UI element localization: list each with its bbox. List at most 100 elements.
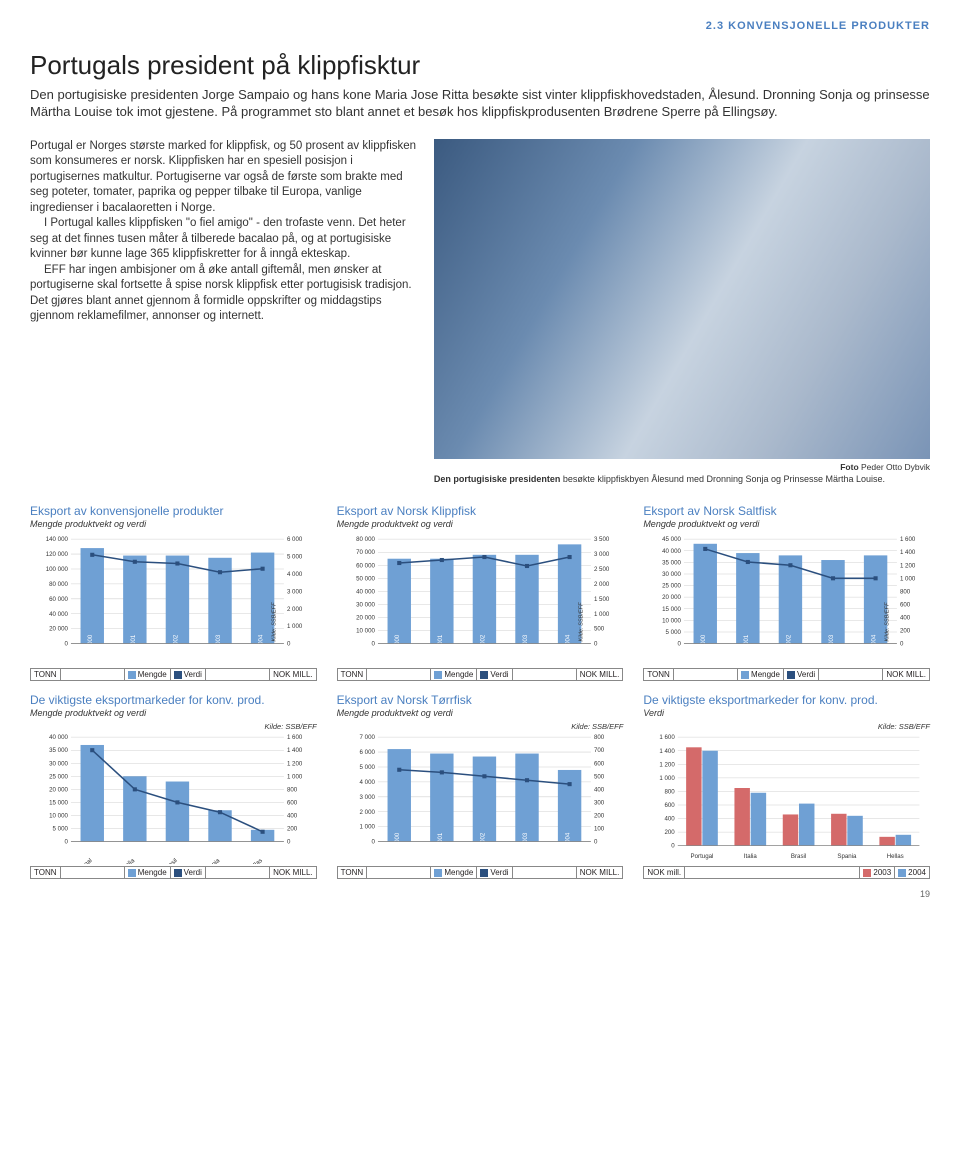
svg-text:6 000: 6 000	[359, 749, 375, 756]
svg-text:10 000: 10 000	[356, 627, 375, 634]
svg-text:2002: 2002	[479, 832, 486, 846]
svg-text:400: 400	[900, 614, 911, 621]
svg-text:300: 300	[594, 799, 605, 806]
svg-text:120 000: 120 000	[46, 551, 69, 558]
svg-text:2 000: 2 000	[359, 809, 375, 816]
svg-text:1 600: 1 600	[900, 536, 916, 543]
photo-caption: Den portugisiske presidenten besøkte kli…	[434, 474, 930, 484]
svg-text:2001: 2001	[743, 634, 750, 648]
svg-text:Italia: Italia	[122, 857, 137, 864]
chart-legend: NOK mill. 2003 2004	[643, 866, 930, 879]
svg-text:1 600: 1 600	[660, 734, 676, 741]
svg-text:200: 200	[665, 829, 676, 836]
svg-text:600: 600	[900, 601, 911, 608]
svg-text:2000: 2000	[394, 832, 401, 846]
svg-text:Kilde: SSB/EFF: Kilde: SSB/EFF	[578, 602, 584, 642]
svg-text:20 000: 20 000	[49, 786, 68, 793]
svg-text:45 000: 45 000	[662, 536, 681, 543]
svg-text:1 000: 1 000	[287, 623, 303, 630]
svg-text:60 000: 60 000	[49, 596, 68, 603]
svg-text:Kilde: SSB/EFF: Kilde: SSB/EFF	[885, 602, 891, 642]
svg-text:200: 200	[287, 825, 298, 832]
svg-text:30 000: 30 000	[49, 760, 68, 767]
photo-credit: Foto Peder Otto Dybvik	[434, 462, 930, 472]
charts-grid: Eksport av konvensjonelle produkterMengd…	[30, 504, 930, 879]
chart-title: Eksport av Norsk Tørrfisk	[337, 693, 624, 707]
svg-text:700: 700	[594, 747, 605, 754]
svg-text:Hellas: Hellas	[887, 853, 904, 860]
svg-text:25 000: 25 000	[662, 582, 681, 589]
chart-legend: TONN Mengde Verdi NOK MILL.	[337, 866, 624, 879]
svg-text:10 000: 10 000	[662, 617, 681, 624]
page-title: Portugals president på klippfisktur	[30, 50, 930, 81]
svg-text:1 600: 1 600	[287, 734, 303, 741]
svg-text:2002: 2002	[172, 634, 179, 648]
svg-text:500: 500	[594, 625, 605, 632]
svg-text:2004: 2004	[258, 634, 265, 648]
svg-text:800: 800	[900, 588, 911, 595]
svg-text:5 000: 5 000	[287, 553, 303, 560]
svg-text:2003: 2003	[215, 634, 222, 648]
svg-text:15 000: 15 000	[662, 606, 681, 613]
svg-text:20 000: 20 000	[356, 614, 375, 621]
svg-text:4 000: 4 000	[287, 571, 303, 578]
svg-text:1 200: 1 200	[660, 761, 676, 768]
svg-text:Spania: Spania	[838, 853, 858, 860]
svg-text:0: 0	[672, 843, 676, 850]
svg-text:Portugal: Portugal	[72, 857, 94, 864]
svg-text:80 000: 80 000	[49, 581, 68, 588]
svg-text:2002: 2002	[479, 634, 486, 648]
para-2: I Portugal kalles klippfisken "o fiel am…	[30, 216, 420, 263]
svg-text:Kilde: SSB/EFF: Kilde: SSB/EFF	[272, 602, 278, 642]
svg-text:70 000: 70 000	[356, 549, 375, 556]
svg-text:Brasil: Brasil	[162, 857, 178, 864]
chart-source: Kilde: SSB/EFF	[643, 722, 930, 731]
svg-text:2001: 2001	[130, 634, 137, 648]
svg-text:25 000: 25 000	[49, 773, 68, 780]
chart-subtitle: Mengde produktvekt og verdi	[337, 708, 624, 718]
svg-text:Portugal: Portugal	[691, 853, 714, 860]
section-tag: 2.3 KONVENSJONELLE PRODUKTER	[30, 20, 930, 32]
svg-text:0: 0	[900, 640, 904, 647]
svg-text:60 000: 60 000	[356, 562, 375, 569]
svg-text:4 000: 4 000	[359, 779, 375, 786]
svg-text:2004: 2004	[871, 634, 878, 648]
chart-title: Eksport av Norsk Klippfisk	[337, 504, 624, 518]
article-body: Portugal er Norges største marked for kl…	[30, 139, 420, 484]
chart-legend: TONN Mengde Verdi NOK MILL.	[643, 668, 930, 681]
svg-text:1 000: 1 000	[359, 824, 375, 831]
svg-text:2004: 2004	[564, 832, 571, 846]
svg-text:2003: 2003	[522, 832, 529, 846]
svg-text:1 200: 1 200	[287, 760, 303, 767]
svg-text:0: 0	[371, 640, 375, 647]
chart-subtitle: Mengde produktvekt og verdi	[30, 519, 317, 529]
svg-text:800: 800	[594, 734, 605, 741]
svg-text:2 000: 2 000	[287, 606, 303, 613]
svg-text:1 400: 1 400	[900, 549, 916, 556]
chart-title: De viktigste eksportmarkeder for konv. p…	[643, 693, 930, 707]
svg-text:400: 400	[287, 812, 298, 819]
svg-text:2002: 2002	[786, 634, 793, 648]
chart-c6: De viktigste eksportmarkeder for konv. p…	[643, 693, 930, 879]
svg-text:1 400: 1 400	[287, 747, 303, 754]
chart-source: Kilde: SSB/EFF	[337, 722, 624, 731]
svg-text:800: 800	[665, 788, 676, 795]
lead-paragraph: Den portugisiske presidenten Jorge Sampa…	[30, 87, 930, 121]
svg-text:100 000: 100 000	[46, 566, 69, 573]
chart-title: De viktigste eksportmarkeder for konv. p…	[30, 693, 317, 707]
para-1: Portugal er Norges største marked for kl…	[30, 139, 420, 217]
svg-text:3 000: 3 000	[287, 588, 303, 595]
chart-title: Eksport av konvensjonelle produkter	[30, 504, 317, 518]
svg-text:1 400: 1 400	[660, 748, 676, 755]
chart-legend: TONN Mengde Verdi NOK MILL.	[337, 668, 624, 681]
svg-text:0: 0	[594, 838, 598, 845]
svg-text:50 000: 50 000	[356, 575, 375, 582]
svg-text:200: 200	[594, 812, 605, 819]
svg-text:30 000: 30 000	[662, 571, 681, 578]
chart-c1: Eksport av konvensjonelle produkterMengd…	[30, 504, 317, 681]
svg-text:Hellas: Hellas	[246, 857, 264, 864]
svg-text:10 000: 10 000	[49, 812, 68, 819]
chart-legend: TONN Mengde Verdi NOK MILL.	[30, 866, 317, 879]
svg-text:3 000: 3 000	[359, 794, 375, 801]
svg-text:15 000: 15 000	[49, 799, 68, 806]
